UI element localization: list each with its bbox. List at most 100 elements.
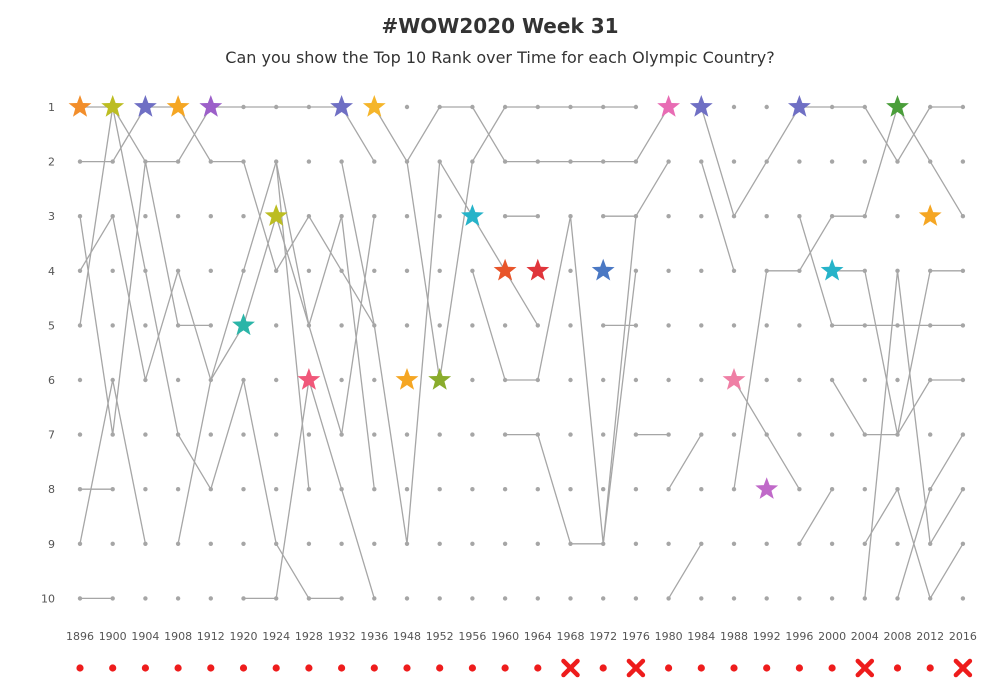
rank-point bbox=[568, 432, 573, 437]
rank-point bbox=[862, 159, 867, 164]
x-tick-label: 1976 bbox=[622, 630, 650, 643]
rank-point bbox=[77, 541, 83, 546]
rank-point bbox=[241, 377, 246, 383]
rank-point bbox=[77, 323, 83, 328]
rank-point bbox=[306, 487, 312, 492]
rank-point bbox=[372, 541, 377, 546]
top-country-star bbox=[918, 204, 942, 226]
rank-point bbox=[339, 214, 344, 219]
rank-point bbox=[470, 487, 475, 492]
rank-point bbox=[633, 432, 639, 437]
rank-point bbox=[895, 596, 900, 601]
games-held-dot bbox=[893, 664, 902, 672]
games-held-dot bbox=[239, 664, 248, 672]
rank-point bbox=[208, 596, 213, 601]
rank-point bbox=[437, 432, 442, 437]
rank-point bbox=[274, 487, 279, 492]
chart-subtitle: Can you show the Top 10 Rank over Time f… bbox=[225, 48, 775, 67]
x-tick-label: 1904 bbox=[131, 630, 159, 643]
rank-point bbox=[470, 323, 475, 328]
rank-point bbox=[339, 268, 344, 273]
x-tick-label: 2016 bbox=[949, 630, 977, 643]
rank-line bbox=[79, 106, 310, 600]
rank-point bbox=[862, 268, 867, 273]
rank-point bbox=[372, 487, 377, 492]
rank-point bbox=[306, 323, 312, 328]
rank-point bbox=[699, 214, 704, 219]
rank-point bbox=[731, 268, 737, 273]
rank-point bbox=[731, 487, 737, 492]
games-held-dot bbox=[828, 664, 836, 672]
top-country-star bbox=[526, 258, 550, 281]
rank-point bbox=[699, 432, 704, 437]
rank-point bbox=[339, 432, 344, 437]
rank-point bbox=[568, 323, 573, 328]
games-held-dot bbox=[109, 664, 117, 672]
x-tick-label: 1992 bbox=[753, 630, 781, 643]
rank-point bbox=[764, 596, 769, 601]
rank-point bbox=[928, 432, 933, 437]
top-country-star bbox=[820, 258, 844, 281]
x-tick-label: 2004 bbox=[851, 630, 879, 643]
rank-point bbox=[960, 432, 966, 437]
rank-point bbox=[404, 104, 410, 110]
rank-point bbox=[404, 214, 410, 219]
rank-line bbox=[79, 106, 375, 327]
games-cancelled-x bbox=[561, 658, 580, 678]
rank-point bbox=[666, 596, 671, 601]
rank-point bbox=[339, 541, 344, 546]
games-cancelled-x bbox=[953, 658, 973, 678]
rank-point bbox=[666, 323, 671, 328]
top-country-stars bbox=[68, 95, 942, 499]
rank-point bbox=[404, 487, 410, 492]
rank-point bbox=[143, 377, 148, 383]
rank-point bbox=[110, 214, 115, 219]
rank-point bbox=[110, 596, 115, 601]
rank-point bbox=[208, 432, 213, 437]
games-held-dot bbox=[926, 664, 934, 672]
rank-point bbox=[241, 596, 246, 601]
chart-title: #WOW2020 Week 31 bbox=[381, 14, 619, 38]
rank-point bbox=[306, 596, 312, 601]
games-held-dot bbox=[338, 664, 346, 672]
rank-point bbox=[862, 377, 867, 383]
rank-point bbox=[699, 487, 704, 492]
rank-point bbox=[372, 432, 377, 437]
top-country-star bbox=[297, 368, 321, 390]
rank-point bbox=[502, 596, 508, 601]
x-tick-label: 1972 bbox=[589, 630, 617, 643]
rank-point bbox=[764, 159, 769, 164]
rank-line bbox=[700, 160, 735, 272]
rank-point bbox=[633, 159, 639, 164]
rank-point bbox=[110, 159, 115, 164]
rank-point bbox=[502, 377, 508, 383]
rank-point bbox=[928, 268, 933, 273]
y-tick-label: 5 bbox=[48, 319, 55, 332]
games-held-dot bbox=[795, 664, 804, 672]
rank-point bbox=[470, 596, 475, 601]
rank-point bbox=[208, 323, 213, 328]
rank-point bbox=[731, 159, 737, 164]
rank-point bbox=[502, 487, 508, 492]
x-tick-label: 2012 bbox=[916, 630, 944, 643]
rank-point bbox=[470, 159, 475, 164]
rank-line bbox=[733, 106, 964, 490]
rank-points bbox=[77, 104, 966, 601]
rank-point bbox=[797, 596, 802, 601]
rank-line bbox=[864, 270, 964, 600]
rank-line bbox=[275, 160, 310, 490]
rank-point bbox=[633, 104, 639, 110]
rank-point bbox=[404, 541, 410, 546]
rank-point bbox=[208, 268, 213, 273]
rank-point bbox=[960, 104, 966, 110]
rank-point bbox=[241, 104, 246, 110]
top-country-star bbox=[657, 95, 681, 117]
rank-point bbox=[895, 159, 900, 164]
rank-point bbox=[535, 541, 540, 546]
rank-point bbox=[274, 268, 279, 273]
rank-point bbox=[829, 159, 835, 164]
top-country-star bbox=[493, 258, 517, 281]
x-tick-label: 2008 bbox=[884, 630, 912, 643]
rank-point bbox=[110, 268, 115, 273]
